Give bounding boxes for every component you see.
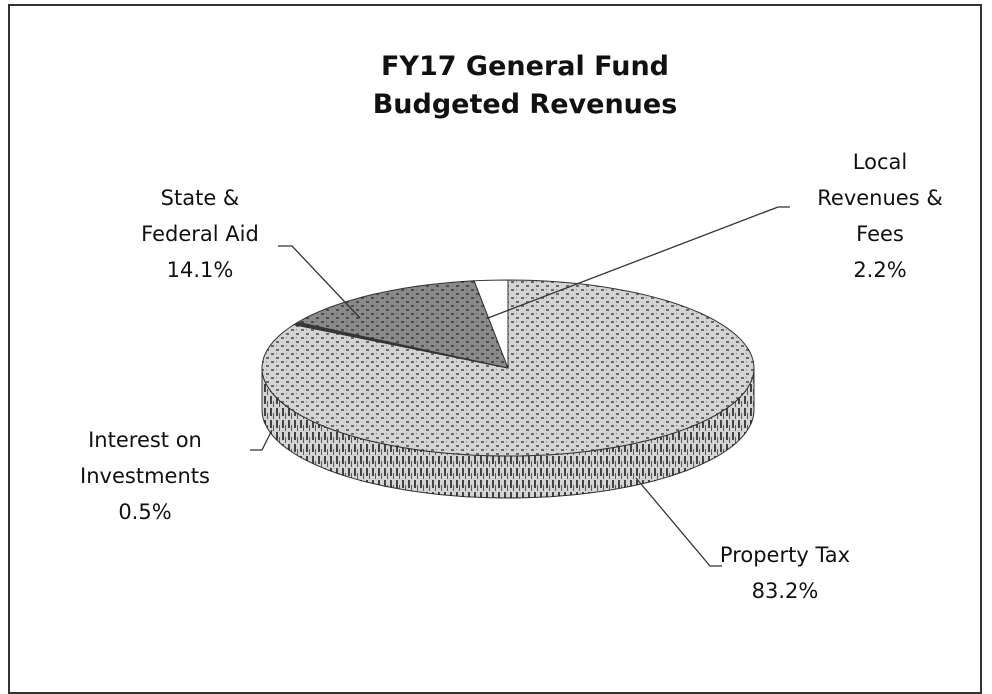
chart-title: FY17 General Fund Budgeted Revenues bbox=[372, 51, 678, 120]
value-label: 14.1% bbox=[166, 258, 234, 282]
slice-label: Property Tax 83.2% bbox=[700, 537, 870, 609]
category-label: Local Revenues & Fees bbox=[817, 150, 943, 246]
slice-side-texture bbox=[262, 368, 754, 498]
category-label: Property Tax bbox=[719, 543, 851, 567]
slice-label: Interest on Investments 0.5% bbox=[60, 422, 230, 530]
slice bbox=[473, 279, 509, 369]
slice-label: Local Revenues & Fees 2.2% bbox=[810, 144, 950, 288]
value-label: 2.2% bbox=[853, 258, 907, 282]
category-label: Interest on Investments bbox=[80, 428, 210, 488]
value-label: 83.2% bbox=[751, 579, 819, 603]
category-label: State & Federal Aid bbox=[141, 186, 259, 246]
leader-lines bbox=[250, 206, 790, 567]
slice-label: State & Federal Aid 14.1% bbox=[130, 180, 270, 288]
slice-texture bbox=[297, 280, 508, 368]
value-label: 0.5% bbox=[118, 500, 172, 524]
